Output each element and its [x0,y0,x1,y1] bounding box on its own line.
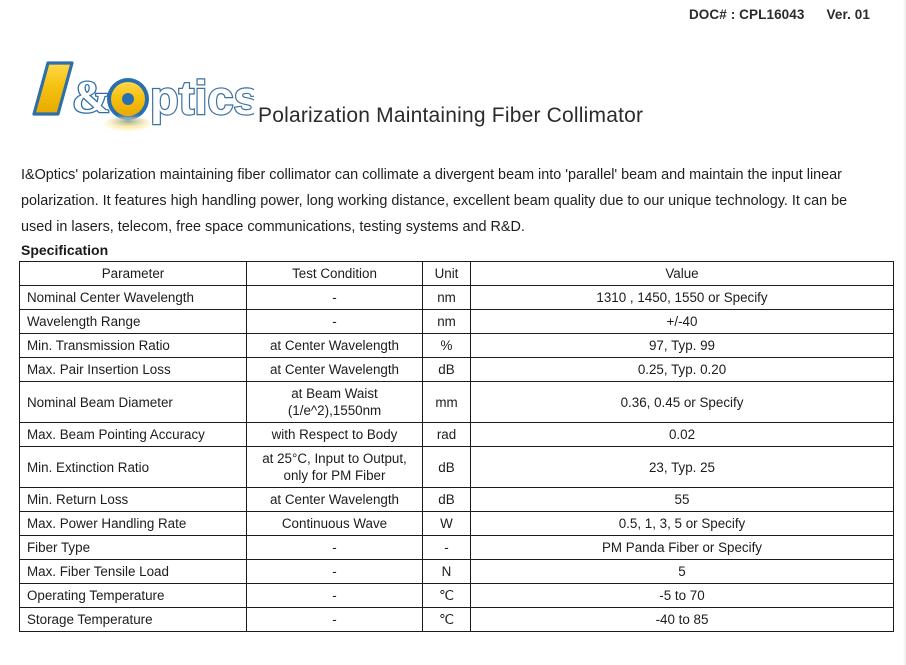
cell-value: PM Panda Fiber or Specify [470,535,894,560]
cell-value: -5 to 70 [470,583,894,608]
cell-unit: ℃ [422,607,471,632]
cell-unit: dB [422,446,471,488]
table-row: Max. Pair Insertion Loss at Center Wavele… [19,357,894,382]
cell-test-condition: with Respect to Body [246,422,423,447]
cell-parameter: Operating Temperature [19,583,247,608]
cell-unit: ℃ [422,583,471,608]
specification-table: Parameter Test Condition Unit Value Nomi… [19,261,894,632]
cell-test-condition: at Beam Waist (1/e^2),1550nm [246,381,423,423]
table-body: Nominal Center Wavelength - nm 1310 , 1450,… [19,285,894,632]
table-row: Fiber Type - - PM Panda Fiber or Specify [19,535,894,560]
cell-test-condition: Continuous Wave [246,511,423,536]
cell-test-condition: at Center Wavelength [246,333,423,358]
page-edge [903,0,906,665]
cell-unit: mm [422,381,471,423]
cell-test-condition: at Center Wavelength [246,357,423,382]
table-row: Min. Extinction Ratio at 25°C, Input to O… [19,446,894,488]
cell-value: 23, Typ. 25 [470,446,894,488]
cell-unit: % [422,333,471,358]
cell-value: +/-40 [470,309,894,334]
column-header-value: Value [470,261,894,286]
cell-parameter: Wavelength Range [19,309,247,334]
cell-test-condition: at Center Wavelength [246,487,423,512]
intro-paragraph: I&Optics' polarization maintaining fiber… [21,167,848,236]
logo-ampersand: & [72,71,110,122]
column-header-parameter: Parameter [19,261,247,286]
cell-unit: N [422,559,471,584]
logo-svg: & ptics [32,61,254,135]
document-header: DOC# : CPL16043 Ver. 01 [689,7,870,22]
cell-value: -40 to 85 [470,607,894,632]
logo-o-target-icon [107,78,149,120]
page-title: Polarization Maintaining Fiber Collimato… [258,104,644,127]
cell-parameter: Nominal Center Wavelength [19,285,247,310]
cell-value: 0.36, 0.45 or Specify [470,381,894,423]
table-row: Nominal Beam Diameter at Beam Waist (1/e^2… [19,381,894,423]
cell-parameter: Max. Beam Pointing Accuracy [19,422,247,447]
cell-unit: rad [422,422,471,447]
table-header-row: Parameter Test Condition Unit Value [19,261,894,286]
cell-unit: - [422,535,471,560]
cell-parameter: Max. Power Handling Rate [19,511,247,536]
logo-reflection-blue [108,114,148,126]
cell-test-condition: - [246,583,423,608]
cell-unit: nm [422,285,471,310]
cell-value: 55 [470,487,894,512]
cell-parameter: Min. Transmission Ratio [19,333,247,358]
company-logo: & ptics [22,56,254,138]
table-row: Max. Beam Pointing Accuracy with Respect … [19,422,894,447]
specification-heading: Specification [21,242,109,258]
logo-wordmark: ptics [150,71,254,124]
cell-test-condition: - [246,559,423,584]
cell-parameter: Fiber Type [19,535,247,560]
cell-parameter: Min. Extinction Ratio [19,446,247,488]
cell-value: 5 [470,559,894,584]
cell-parameter: Nominal Beam Diameter [19,381,247,423]
document-version: Ver. 01 [826,7,870,22]
cell-test-condition: at 25°C, Input to Output, only for PM Fib… [246,446,423,488]
table-row: Min. Return Loss at Center Wavelength dB 55 [19,487,894,512]
cell-value: 0.25, Typ. 0.20 [470,357,894,382]
cell-value: 1310 , 1450, 1550 or Specify [470,285,894,310]
column-header-test-condition: Test Condition [246,261,423,286]
cell-parameter: Max. Pair Insertion Loss [19,357,247,382]
cell-test-condition: - [246,535,423,560]
table-row: Max. Power Handling Rate Continuous Wave W… [19,511,894,536]
cell-parameter: Max. Fiber Tensile Load [19,559,247,584]
cell-unit: dB [422,357,471,382]
specification-table-container: Parameter Test Condition Unit Value Nomi… [19,261,894,632]
cell-test-condition: - [246,285,423,310]
table-row: Storage Temperature - ℃ -40 to 85 [19,607,894,632]
cell-unit: dB [422,487,471,512]
cell-test-condition: - [246,309,423,334]
cell-value: 0.02 [470,422,894,447]
logo-letter-i [32,61,74,116]
table-row: Operating Temperature - ℃ -5 to 70 [19,583,894,608]
document-number: DOC# : CPL16043 [688,7,805,22]
cell-parameter: Storage Temperature [19,607,247,632]
cell-unit: W [422,511,471,536]
table-row: Min. Transmission Ratio at Center Wavelen… [19,333,894,358]
table-row: Wavelength Range - nm +/-40 [19,309,894,334]
table-header: Parameter Test Condition Unit Value [19,261,894,286]
cell-parameter: Min. Return Loss [19,487,247,512]
cell-value: 97, Typ. 99 [470,333,894,358]
table-row: Nominal Center Wavelength - nm 1310 , 1450,… [19,285,894,310]
cell-test-condition: - [246,607,423,632]
table-row: Max. Fiber Tensile Load - N 5 [19,559,894,584]
column-header-unit: Unit [422,261,471,286]
cell-value: 0.5, 1, 3, 5 or Specify [470,511,894,536]
cell-unit: nm [422,309,471,334]
